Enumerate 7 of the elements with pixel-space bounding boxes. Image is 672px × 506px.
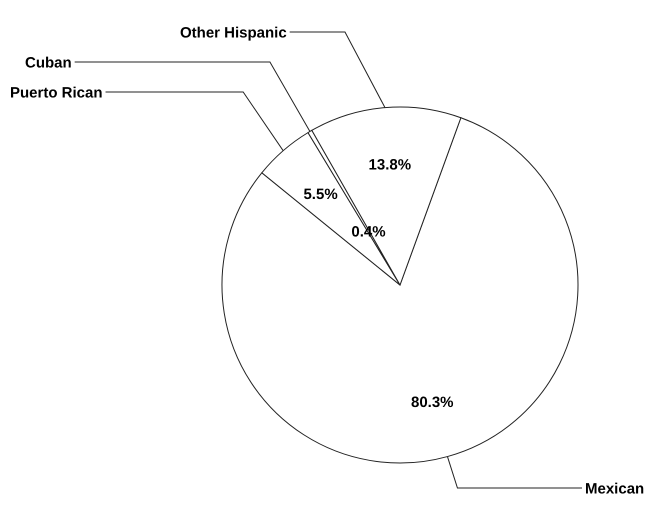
data-label: 13.8%: [368, 156, 412, 174]
slice-label: Other Hispanic: [180, 24, 287, 42]
data-label: 5.5%: [303, 186, 338, 203]
data-label: 80.3%: [410, 394, 454, 411]
slice-label: Puerto Rican: [10, 84, 103, 102]
slice-label: Cuban: [25, 54, 72, 72]
slice-label: Mexican: [585, 480, 644, 498]
